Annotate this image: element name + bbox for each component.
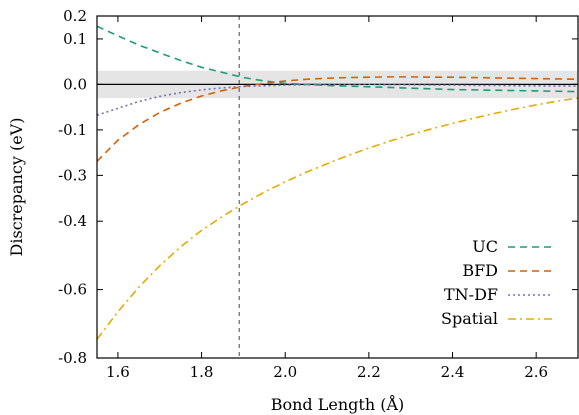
legend-label: UC [472, 237, 498, 256]
y-tick-label: -0.3 [58, 166, 87, 184]
x-tick-label: 2.6 [524, 363, 548, 381]
legend-label: Spatial [441, 309, 498, 328]
x-tick-label: 2.4 [441, 363, 465, 381]
legend: UC BFD TN-DF Spatial [441, 237, 553, 328]
y-tick-label: -0.1 [58, 121, 87, 139]
y-tick-label: -0.6 [58, 281, 87, 299]
x-tick-label: 2.0 [273, 363, 297, 381]
series-layer [97, 25, 578, 340]
y-tick-label: -0.8 [58, 349, 87, 367]
x-tick-label: 1.8 [190, 363, 214, 381]
plot-border [96, 15, 579, 359]
y-tick-label: 0.0 [63, 75, 87, 93]
x-tick-label: 2.2 [357, 363, 381, 381]
series-line-spatial [97, 97, 578, 340]
axis-ticks: 1.6 1.8 2.0 2.2 2.4 2.6 -0.8 -0.6 -0.4 -0.3 -0.1 0.… [58, 7, 578, 381]
x-axis-title: Bond Length (Å) [271, 394, 405, 414]
reference-lines-layer [97, 16, 578, 358]
y-tick-label: 0.1 [63, 30, 87, 48]
legend-label: TN-DF [444, 285, 498, 304]
legend-label: BFD [462, 261, 498, 280]
x-tick-label: 1.6 [106, 363, 130, 381]
plot-frame [96, 15, 579, 359]
series-line-uc [97, 25, 578, 93]
y-axis-title: Discrepancy (eV) [7, 118, 26, 257]
series-line-bfd [97, 76, 578, 162]
y-tick-label: -0.4 [58, 212, 87, 230]
y-tick-label: 0.2 [63, 7, 87, 25]
